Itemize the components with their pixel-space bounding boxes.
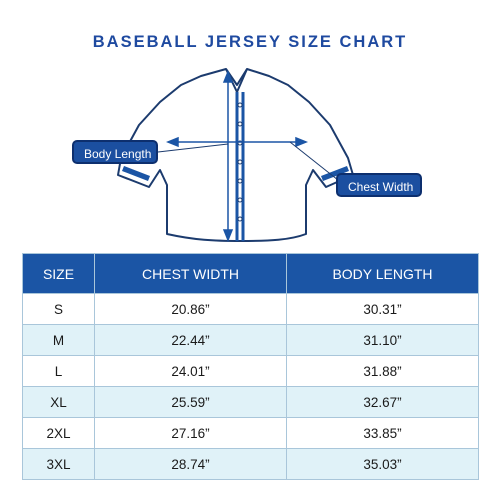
chest-width-callout: Chest Width — [336, 173, 422, 197]
left-sleeve-stripe — [122, 166, 150, 181]
body-length-cell: 33.85” — [286, 417, 479, 449]
size-cell: 2XL — [22, 417, 95, 449]
right-sleeve-stripe — [321, 166, 349, 181]
size-cell: 3XL — [22, 448, 95, 480]
body-length-cell: 35.03” — [286, 448, 479, 480]
size-cell: M — [22, 324, 95, 356]
header-body-length: BODY LENGTH — [286, 253, 479, 294]
table-row: 3XL 28.74” 35.03” — [22, 448, 479, 480]
chest-width-cell: 27.16” — [94, 417, 287, 449]
table-row: XL 25.59” 32.67” — [22, 386, 479, 418]
body-length-cell: 31.10” — [286, 324, 479, 356]
chest-width-cell: 28.74” — [94, 448, 287, 480]
chest-width-cell: 24.01” — [94, 355, 287, 387]
table-row: M 22.44” 31.10” — [22, 324, 479, 356]
header-chest-width: CHEST WIDTH — [94, 253, 287, 294]
jersey-diagram — [117, 68, 354, 243]
table-row: S 20.86” 30.31” — [22, 293, 479, 325]
chest-width-arrow — [165, 136, 309, 148]
body-length-cell: 32.67” — [286, 386, 479, 418]
table-row: 2XL 27.16” 33.85” — [22, 417, 479, 449]
chest-width-cell: 20.86” — [94, 293, 287, 325]
chest-width-cell: 22.44” — [94, 324, 287, 356]
body-length-callout: Body Length — [72, 140, 158, 164]
size-cell: S — [22, 293, 95, 325]
body-length-arrow — [222, 69, 234, 243]
size-cell: L — [22, 355, 95, 387]
size-cell: XL — [22, 386, 95, 418]
buttons — [237, 102, 243, 222]
body-length-cell: 30.31” — [286, 293, 479, 325]
table-row: L 24.01” 31.88” — [22, 355, 479, 387]
header-size: SIZE — [22, 253, 95, 294]
page-title: BASEBALL JERSEY SIZE CHART — [92, 33, 408, 51]
body-length-cell: 31.88” — [286, 355, 479, 387]
chest-width-cell: 25.59” — [94, 386, 287, 418]
table-header-row: SIZE CHEST WIDTH BODY LENGTH — [22, 253, 479, 294]
size-table: SIZE CHEST WIDTH BODY LENGTH S 20.86” 30… — [22, 253, 479, 480]
